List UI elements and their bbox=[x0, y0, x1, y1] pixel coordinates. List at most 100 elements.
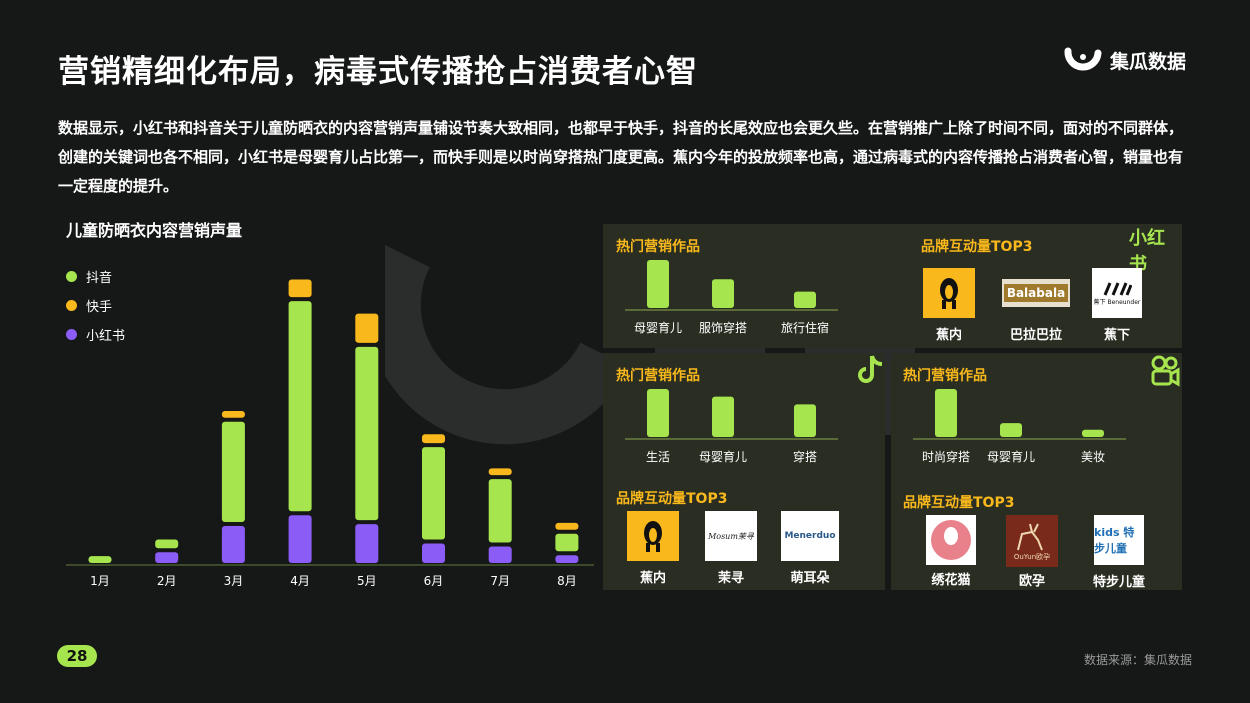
tiktok-icon bbox=[858, 355, 883, 383]
brand-name: 茉寻 bbox=[717, 571, 744, 586]
panel-hot-title: 热门营销作品 bbox=[616, 239, 700, 255]
brand-name: 蕉内 bbox=[639, 571, 666, 586]
bar-segment bbox=[221, 410, 245, 418]
brand-item: 蕉内 bbox=[625, 511, 681, 586]
mini-bar bbox=[712, 396, 734, 437]
x-tick-label: 7月 bbox=[490, 574, 510, 588]
bar-segment bbox=[488, 546, 512, 563]
brand-name: 欧孕 bbox=[1018, 574, 1045, 589]
menerduo-logo-icon: Menerduo bbox=[781, 511, 839, 561]
bar-segment bbox=[488, 479, 512, 543]
brand-name: 特步儿童 bbox=[1092, 575, 1145, 590]
panel-hot-title: 热门营销作品 bbox=[616, 368, 700, 384]
beneunder-logo-icon: 蕉下 Beneunder bbox=[1092, 268, 1142, 318]
legend-item-xiaohongshu: 小红书 bbox=[66, 324, 125, 344]
menerduo-logo-text: Menerduo bbox=[784, 531, 836, 541]
bar-segment bbox=[422, 543, 445, 563]
bar-segment bbox=[355, 346, 379, 521]
x-tick-label: 5月 bbox=[357, 574, 377, 588]
mini-bar bbox=[647, 389, 669, 437]
balabala-logo-text: Balabala bbox=[1003, 284, 1069, 302]
bar-segment bbox=[555, 522, 579, 530]
x-tick-label: 8月 bbox=[557, 574, 577, 588]
mini-bar-label: 服饰穿搭 bbox=[699, 320, 747, 335]
bar-segment bbox=[488, 468, 512, 476]
xiuhuamao-logo-icon bbox=[926, 515, 976, 565]
bar-segment bbox=[555, 533, 579, 552]
mini-bar-label: 母婴育儿 bbox=[987, 449, 1035, 464]
brand-item: Mosum茉寻 茉寻 bbox=[703, 511, 759, 586]
panel-kuaishou: 热门营销作品 时尚穿搭 母婴育儿 美妆 品牌互动量TOP3 绣花猫 OuYun欧孕 … bbox=[891, 353, 1182, 590]
bar-segment bbox=[221, 421, 245, 523]
brand-item: Balabala 巴拉巴拉 bbox=[1000, 268, 1072, 343]
panel-brand-title: 品牌互动量TOP3 bbox=[921, 239, 1033, 255]
bar-segment bbox=[155, 539, 179, 549]
stacked-bar-chart: 1月 2月 3月 4月 5月 6月 7月 8月 bbox=[66, 279, 594, 588]
panel-brand-title: 品牌互动量TOP3 bbox=[616, 491, 728, 507]
brand-item: kids 特步儿童 特步儿童 bbox=[1088, 515, 1150, 590]
x-tick-label: 6月 bbox=[424, 574, 444, 588]
legend-item-douyin: 抖音 bbox=[66, 266, 125, 286]
bar-segment bbox=[155, 552, 179, 563]
ouyun-logo-icon: OuYun欧孕 bbox=[1006, 515, 1058, 567]
mini-bar-label: 时尚穿搭 bbox=[922, 449, 970, 464]
mini-bar bbox=[647, 260, 669, 308]
brand-name: 绣花猫 bbox=[931, 573, 971, 588]
bar-segment bbox=[288, 515, 312, 563]
mini-bar bbox=[1000, 423, 1022, 437]
jiaonei-logo-icon bbox=[627, 511, 679, 561]
mosum-logo-icon: Mosum茉寻 bbox=[705, 511, 757, 561]
source-note: 数据来源：集瓜数据 bbox=[1084, 653, 1193, 667]
logo-text: 集瓜数据 bbox=[1110, 50, 1187, 73]
brand-logo: 集瓜数据 bbox=[1064, 44, 1186, 76]
beneunder-logo-text: 蕉下 Beneunder bbox=[1093, 298, 1141, 306]
mini-bar bbox=[794, 291, 816, 308]
legend-dot bbox=[66, 299, 77, 311]
panel-hot-title: 热门营销作品 bbox=[903, 368, 987, 384]
panel-xiaohongshu: 热门营销作品 母婴育儿 服饰穿搭 旅行住宿 品牌互动量TOP3 小红书 蕉内 Bal… bbox=[603, 224, 1182, 348]
jiaonei-logo-icon bbox=[923, 268, 975, 318]
brand-item: 蕉内 bbox=[921, 268, 977, 343]
legend-dot bbox=[66, 270, 77, 282]
page-number: 28 bbox=[57, 645, 97, 667]
description-text: 数据显示，小红书和抖音关于儿童防晒衣的内容营销声量铺设节奏大致相同，也都早于快手… bbox=[58, 119, 1184, 195]
bar-segment bbox=[221, 526, 245, 563]
mini-bar-label: 母婴育儿 bbox=[699, 449, 747, 464]
panel-douyin: 热门营销作品 生活 母婴育儿 穿搭 品牌互动量TOP3 蕉内 Mosum茉寻 茉寻 … bbox=[603, 353, 885, 590]
brand-name: 萌耳朵 bbox=[790, 571, 830, 586]
chart-legend: 抖音 快手 小红书 bbox=[66, 266, 125, 353]
brand-name: 蕉下 bbox=[1103, 328, 1130, 343]
mini-bar-chart-douyin: 生活 母婴育儿 穿搭 bbox=[625, 389, 838, 464]
mini-bar bbox=[935, 389, 957, 437]
mosum-logo-text: Mosum茉寻 bbox=[708, 531, 754, 541]
ouyun-logo-text: OuYun欧孕 bbox=[1013, 553, 1051, 561]
mini-bar bbox=[1082, 429, 1104, 437]
bar-segment bbox=[555, 555, 579, 563]
chart-title: 儿童防晒衣内容营销声量 bbox=[66, 221, 243, 240]
xtep-kids-logo-icon: kids 特步儿童 bbox=[1094, 515, 1144, 565]
mini-bar-label: 生活 bbox=[646, 450, 670, 464]
mini-bar-label: 旅行住宿 bbox=[781, 320, 829, 335]
bar-segment bbox=[422, 434, 445, 444]
brand-item: OuYun欧孕 欧孕 bbox=[1005, 515, 1059, 589]
bar-segment bbox=[355, 313, 379, 343]
legend-label: 快手 bbox=[86, 299, 113, 315]
kuaishou-icon bbox=[1151, 355, 1180, 387]
x-tick-label: 3月 bbox=[224, 574, 244, 588]
jigua-logo-icon bbox=[1064, 47, 1102, 71]
panel-brand-title: 品牌互动量TOP3 bbox=[903, 495, 1015, 511]
mini-bar bbox=[712, 279, 734, 308]
page-title: 营销精细化布局，病毒式传播抢占消费者心智 bbox=[58, 54, 698, 90]
brand-name: 巴拉巴拉 bbox=[1009, 328, 1062, 343]
mini-bar-label: 穿搭 bbox=[793, 449, 817, 464]
brand-item: Menerduo 萌耳朵 bbox=[780, 511, 840, 586]
mini-bar bbox=[794, 404, 816, 437]
bar-segment bbox=[288, 279, 312, 298]
brand-item: 蕉下 Beneunder 蕉下 bbox=[1091, 268, 1143, 343]
mini-bar-label: 母婴育儿 bbox=[634, 320, 682, 335]
mini-bar-chart-kuaishou: 时尚穿搭 母婴育儿 美妆 bbox=[913, 389, 1126, 464]
bar-segment bbox=[88, 556, 112, 563]
balabala-logo-icon: Balabala bbox=[1002, 279, 1070, 307]
x-tick-label: 1月 bbox=[90, 574, 110, 588]
mini-bar-chart-xiaohongshu: 母婴育儿 服饰穿搭 旅行住宿 bbox=[625, 260, 838, 335]
